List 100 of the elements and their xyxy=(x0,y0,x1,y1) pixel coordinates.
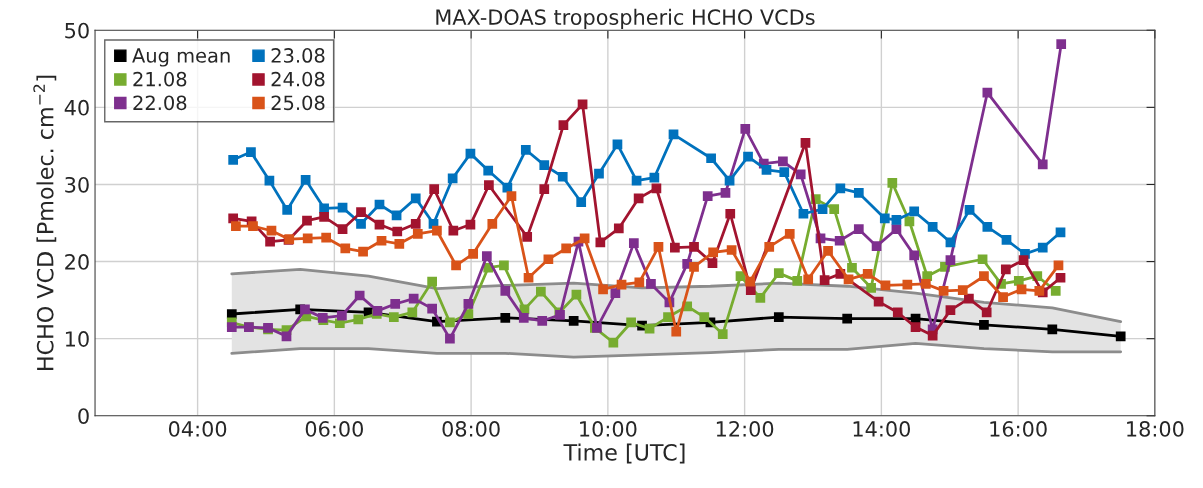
point xyxy=(557,171,568,182)
point xyxy=(871,241,882,252)
point xyxy=(1000,264,1011,275)
point xyxy=(745,285,756,295)
point xyxy=(977,254,988,265)
x-tick-label: 04:00 xyxy=(168,421,227,437)
point xyxy=(300,174,311,185)
line-series xyxy=(230,341,1123,359)
point xyxy=(644,323,655,334)
point xyxy=(891,215,902,225)
point xyxy=(577,99,588,110)
point xyxy=(445,317,455,328)
point xyxy=(321,232,332,243)
point xyxy=(226,309,237,319)
point xyxy=(520,144,531,155)
point xyxy=(671,326,682,337)
y-axis-title: HCHO VCD [Pmolec. cm$^{−2}$] xyxy=(33,75,57,370)
point xyxy=(561,243,572,254)
point xyxy=(862,269,873,279)
y-tick-label: 30 xyxy=(65,176,89,193)
point xyxy=(429,184,440,194)
point xyxy=(866,282,876,293)
x-tick-label: 12:00 xyxy=(716,421,774,437)
point xyxy=(892,307,903,318)
point xyxy=(518,312,529,323)
point xyxy=(649,172,660,183)
point xyxy=(873,296,884,307)
point xyxy=(484,180,494,191)
point xyxy=(634,277,645,288)
point xyxy=(726,245,737,255)
point xyxy=(354,290,365,301)
x-tick-label: 18:00 xyxy=(1127,421,1184,437)
point xyxy=(594,168,604,179)
point xyxy=(537,316,548,326)
point xyxy=(981,307,992,318)
point xyxy=(1055,272,1066,283)
point xyxy=(902,279,913,290)
point xyxy=(391,210,402,221)
point xyxy=(282,205,293,215)
point xyxy=(432,225,442,236)
point xyxy=(910,322,921,332)
point xyxy=(616,279,627,290)
point xyxy=(773,268,784,278)
point xyxy=(626,317,636,328)
point xyxy=(388,312,399,322)
point xyxy=(835,183,846,194)
point xyxy=(265,236,275,247)
point xyxy=(613,223,624,234)
point xyxy=(523,272,534,283)
point xyxy=(500,312,511,323)
point xyxy=(628,238,639,248)
point xyxy=(539,160,550,171)
point xyxy=(300,304,310,315)
point xyxy=(743,151,753,162)
point xyxy=(392,226,403,237)
point xyxy=(945,255,956,265)
point xyxy=(427,303,437,314)
point xyxy=(795,169,806,180)
point xyxy=(246,147,256,157)
point xyxy=(982,87,993,98)
point xyxy=(800,137,811,148)
point xyxy=(407,307,418,318)
point xyxy=(668,129,679,140)
point xyxy=(633,193,644,204)
point xyxy=(819,275,830,285)
x-axis-title: Time [UTC] xyxy=(563,443,685,464)
point xyxy=(1050,286,1061,296)
point xyxy=(964,293,974,304)
point xyxy=(979,271,989,282)
point xyxy=(451,260,461,271)
point xyxy=(843,274,854,285)
point xyxy=(410,193,421,204)
point xyxy=(1037,159,1048,170)
point xyxy=(803,274,814,285)
point xyxy=(543,254,554,265)
point xyxy=(500,286,511,296)
point xyxy=(394,238,405,249)
point xyxy=(651,183,662,194)
point xyxy=(740,124,751,134)
point xyxy=(699,312,710,322)
point xyxy=(248,221,258,231)
point xyxy=(302,215,312,226)
point xyxy=(356,218,366,229)
point xyxy=(558,120,569,130)
point xyxy=(571,289,582,300)
point xyxy=(539,184,550,194)
point xyxy=(522,232,533,242)
point xyxy=(670,242,680,253)
point xyxy=(1056,39,1067,49)
legend-label: 23.08 xyxy=(271,48,325,63)
point xyxy=(646,279,656,289)
point xyxy=(717,329,728,339)
point xyxy=(412,228,423,239)
legend-label: 25.08 xyxy=(271,95,325,111)
point xyxy=(778,156,788,167)
point xyxy=(499,260,509,271)
point xyxy=(506,191,517,201)
chart-title: MAX-DOAS tropospheric HCHO VCDs xyxy=(436,8,815,30)
point xyxy=(847,262,857,273)
point xyxy=(945,305,956,315)
